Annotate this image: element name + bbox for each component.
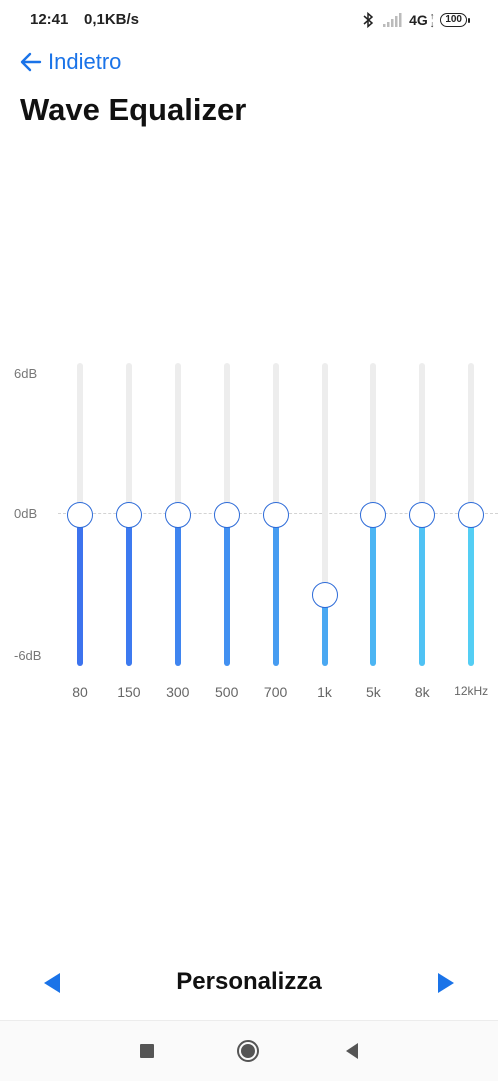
eq-slider-fill xyxy=(321,595,328,666)
navigation-bar xyxy=(0,1020,498,1081)
eq-band-12khz: 12kHz xyxy=(451,360,491,710)
equalizer: 6dB 0dB -6dB 80 150 300 500 700 1k 5k 8k 12kHz xyxy=(0,360,498,710)
eq-band-150: 150 xyxy=(109,360,149,710)
battery-level: 100 xyxy=(440,13,467,27)
back-label: Indietro xyxy=(48,49,122,74)
eq-slider-handle[interactable] xyxy=(213,501,240,528)
db-label-zero: 0dB xyxy=(14,506,38,521)
eq-band-700: 700 xyxy=(256,360,296,710)
signal-icon xyxy=(383,13,402,27)
network-type: 4G xyxy=(409,12,428,28)
eq-slider-handle[interactable] xyxy=(67,501,93,528)
eq-band-300: 300 xyxy=(158,360,198,710)
eq-frequency-label: 700 xyxy=(263,684,288,700)
eq-band-5k: 5k xyxy=(353,360,393,710)
eq-slider-fill xyxy=(419,514,426,666)
status-icons: 4G ↑ ↓ 100 xyxy=(361,9,470,31)
page-title: Wave Equalizer xyxy=(20,92,247,127)
eq-slider-handle[interactable] xyxy=(409,501,436,528)
eq-band-80: 80 xyxy=(60,360,100,710)
eq-slider-handle[interactable] xyxy=(262,501,289,528)
eq-slider-handle[interactable] xyxy=(164,501,191,528)
back-button[interactable]: Indietro xyxy=(20,48,121,76)
eq-slider-fill xyxy=(370,514,377,666)
eq-frequency-label: 8k xyxy=(414,684,430,700)
bluetooth-icon xyxy=(363,11,374,29)
back-icon[interactable] xyxy=(340,1039,364,1063)
status-net-speed: 0,1KB/s xyxy=(84,11,140,28)
eq-slider-handle[interactable] xyxy=(458,501,485,528)
status-time: 12:41 xyxy=(30,11,69,28)
db-label-top: 6dB xyxy=(14,366,38,381)
eq-slider-fill xyxy=(272,514,279,666)
eq-slider-fill xyxy=(174,514,181,666)
eq-slider-fill xyxy=(77,514,83,666)
recents-icon[interactable] xyxy=(135,1039,159,1063)
status-bar: 12:41 0,1KB/s 4G ↑ ↓ 100 xyxy=(0,0,498,40)
eq-frequency-label: 150 xyxy=(117,684,141,700)
next-preset-button[interactable] xyxy=(430,968,460,998)
eq-frequency-label: 12kHz xyxy=(454,684,489,698)
eq-slider-track[interactable] xyxy=(321,363,328,666)
eq-frequency-label: 500 xyxy=(215,684,239,700)
eq-slider-fill xyxy=(468,514,475,666)
db-label-bottom: -6dB xyxy=(14,648,42,663)
previous-preset-button[interactable] xyxy=(38,968,68,998)
eq-band-1k: 1k xyxy=(305,360,345,710)
eq-frequency-label: 80 xyxy=(72,684,88,700)
eq-band-8k: 8k xyxy=(402,360,442,710)
eq-slider-handle[interactable] xyxy=(115,501,142,528)
arrow-left-icon xyxy=(20,52,42,72)
data-arrows-icon: ↑ ↓ xyxy=(429,11,435,29)
battery-icon: 100 xyxy=(440,13,470,27)
preset-name: Personalizza xyxy=(176,968,322,995)
eq-slider-handle[interactable] xyxy=(311,582,338,609)
eq-slider-fill xyxy=(223,514,230,666)
eq-band-500: 500 xyxy=(207,360,247,710)
home-icon[interactable] xyxy=(236,1039,260,1063)
eq-frequency-label: 1k xyxy=(317,684,332,700)
eq-slider-fill xyxy=(125,514,132,666)
eq-frequency-label: 300 xyxy=(166,684,190,700)
eq-slider-handle[interactable] xyxy=(360,501,387,528)
preset-selector: Personalizza xyxy=(0,955,498,1011)
eq-frequency-label: 5k xyxy=(365,684,381,700)
